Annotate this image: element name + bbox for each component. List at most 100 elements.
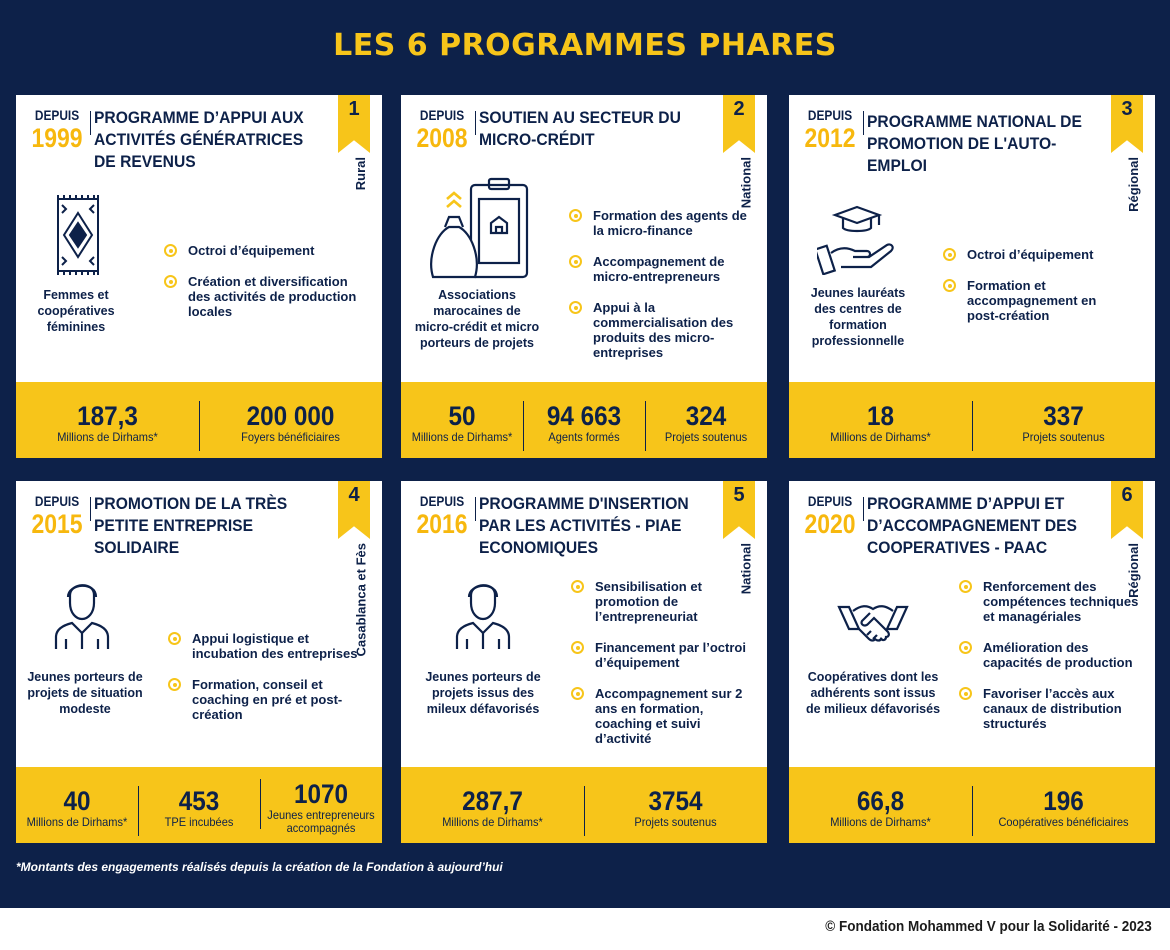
program-number-ribbon: 4 [338, 481, 370, 539]
program-actions: Renforcement des compétences techniques … [957, 579, 1147, 747]
person-icon [54, 577, 110, 654]
program-actions: Appui logistique et incubation des entre… [166, 631, 362, 738]
program-year: 1999 [31, 123, 83, 153]
action-item: Octroi d’équipement [162, 243, 362, 258]
since-block: DEPUIS 2008 [416, 107, 468, 153]
target-bullet-icon [168, 678, 181, 691]
target-bullet-icon [959, 687, 972, 700]
program-target: Jeunes porteurs de projets de situation … [27, 670, 143, 716]
divider [90, 497, 91, 521]
program-number-ribbon: 6 [1111, 481, 1143, 539]
program-target: Jeunes porteurs de projets issus des mil… [425, 670, 541, 716]
target-bullet-icon [943, 279, 956, 292]
action-item: Sensibilisation et promotion de l’entrep… [569, 579, 749, 624]
target-bullet-icon [168, 632, 181, 645]
program-scope: Régional [1126, 157, 1141, 212]
since-block: DEPUIS 1999 [31, 107, 83, 153]
action-item: Formation des agents de la micro-finance [567, 208, 747, 238]
program-title: Programme d’appui et d’accompagnement de… [867, 494, 1077, 557]
program-card-6: DEPUIS 2020 Programme d’appui et d’accomp… [789, 481, 1155, 843]
action-item: Favoriser l’accès aux canaux de distribu… [957, 686, 1147, 731]
program-target: Associations marocaines de micro-crédit … [414, 288, 540, 350]
handshake-icon [837, 597, 909, 654]
divider [863, 497, 864, 521]
program-card-5: DEPUIS 2016 Programme d'insertion par les… [401, 481, 767, 843]
since-block: DEPUIS 2016 [416, 493, 468, 539]
program-card-1: DEPUIS 1999 Programme d’appui aux activit… [16, 95, 382, 458]
stat-projects: 337 Projets soutenus [972, 397, 1155, 451]
action-item: Financement par l’octroi d’équipement [569, 640, 749, 670]
page-title: LES 6 PROGRAMMES PHARES [333, 28, 837, 63]
stat-entrepreneurs: 1070 Jeunes entrepreneurs accompagnés [260, 775, 382, 835]
stat-budget: 18 Millions de Dirhams* [830, 400, 931, 444]
program-year: 2008 [416, 123, 468, 153]
person-icon [455, 577, 511, 654]
stat-projects: 3754 Projets soutenus [584, 782, 767, 836]
program-title: Soutien au secteur du micro-crédit [479, 108, 681, 149]
action-item: Appui logistique et incubation des entre… [166, 631, 362, 661]
money-bag-phone-icon [427, 177, 531, 286]
divider [475, 111, 476, 135]
stat-agents: 94 663 Agents formés [523, 397, 645, 451]
action-item: Renforcement des compétences techniques … [957, 579, 1147, 624]
divider [475, 497, 476, 521]
program-target: Femmes et coopératives féminines [37, 288, 115, 334]
program-stats: 40 Millions de Dirhams* 453 TPE incubées 1… [16, 767, 382, 843]
target-bullet-icon [569, 209, 582, 222]
stat-beneficiaries: 200 000 Foyers bénéficiaires [199, 397, 382, 451]
target-bullet-icon [959, 641, 972, 654]
stat-cooperatives: 196 Coopératives bénéficiaires [972, 782, 1155, 836]
graduation-hand-icon [813, 203, 895, 280]
program-number-ribbon: 2 [723, 95, 755, 153]
target-bullet-icon [569, 255, 582, 268]
program-actions: Octroi d’équipement Formation et accompa… [941, 247, 1121, 339]
program-target: Coopératives dont les adhérents sont iss… [805, 670, 941, 716]
action-item: Accompagnement sur 2 ans en formation, c… [569, 686, 749, 746]
program-card-2: DEPUIS 2008 Soutien au secteur du micro-c… [401, 95, 767, 458]
target-bullet-icon [571, 580, 584, 593]
action-item: Accompagnement de micro-entrepreneurs [567, 254, 747, 284]
program-year: 2016 [416, 509, 468, 539]
target-bullet-icon [164, 244, 177, 257]
action-item: Amélioration des capacités de production [957, 640, 1147, 670]
action-item: Formation et accompagnement en post-créa… [941, 278, 1121, 323]
program-actions: Formation des agents de la micro-finance… [567, 208, 747, 376]
program-title: Programme d'insertion par les activités … [479, 494, 689, 557]
footnote: *Montants des engagements réalisés depui… [16, 860, 503, 874]
stat-budget: 66,8 Millions de Dirhams* [830, 785, 931, 829]
target-bullet-icon [943, 248, 956, 261]
since-block: DEPUIS 2012 [804, 107, 856, 153]
stat-budget: 50 Millions de Dirhams* [411, 400, 513, 444]
action-item: Création et diversification des activité… [162, 274, 362, 319]
program-card-4: DEPUIS 2015 Promotion de la très petite e… [16, 481, 382, 843]
program-stats: 50 Millions de Dirhams* 94 663 Agents form… [401, 382, 767, 458]
program-year: 2015 [31, 509, 83, 539]
program-number-ribbon: 5 [723, 481, 755, 539]
program-title: Programme d’appui aux activités génératr… [94, 108, 304, 171]
action-item: Appui à la commercialisation des produit… [567, 300, 747, 360]
stat-budget: 287,7 Millions de Dirhams* [442, 785, 543, 829]
program-stats: 187,3 Millions de Dirhams* 200 000 Foyers … [16, 382, 382, 458]
stat-projects: 324 Projets soutenus [645, 397, 767, 451]
since-block: DEPUIS 2020 [804, 493, 856, 539]
target-bullet-icon [571, 641, 584, 654]
program-stats: 66,8 Millions de Dirhams* 196 Coopératives… [789, 767, 1155, 843]
program-year: 2012 [804, 123, 856, 153]
stat-budget: 187,3 Millions de Dirhams* [57, 400, 158, 444]
divider [863, 111, 864, 135]
stat-budget: 40 Millions de Dirhams* [26, 785, 128, 829]
divider [90, 111, 91, 135]
target-bullet-icon [571, 687, 584, 700]
program-card-3: DEPUIS 2012 Programme national de promoti… [789, 95, 1155, 458]
action-item: Formation, conseil et coaching en pré et… [166, 677, 362, 722]
program-number-ribbon: 3 [1111, 95, 1143, 153]
copyright: © Fondation Mohammed V pour la Solidarit… [825, 918, 1152, 935]
target-bullet-icon [569, 301, 582, 314]
program-actions: Octroi d’équipement Création et diversif… [162, 243, 362, 335]
program-title: Programme national de promotion de l'aut… [867, 112, 1082, 175]
program-title: Promotion de la très petite entreprise s… [94, 494, 288, 557]
program-year: 2020 [804, 509, 856, 539]
program-stats: 18 Millions de Dirhams* 337 Projets souten… [789, 382, 1155, 458]
target-bullet-icon [959, 580, 972, 593]
program-number-ribbon: 1 [338, 95, 370, 153]
